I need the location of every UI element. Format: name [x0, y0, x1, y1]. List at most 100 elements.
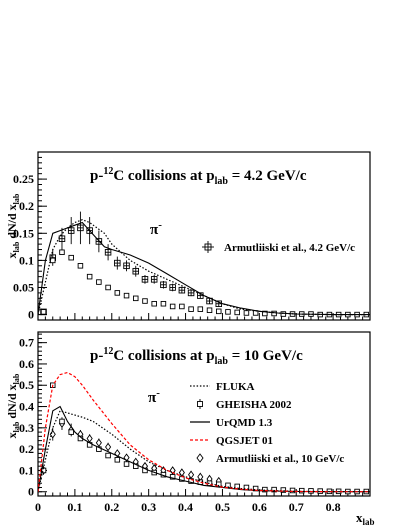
point-gheisha-2002	[133, 295, 139, 302]
x-tick-label: 0.3	[141, 500, 156, 514]
series-line-urqmd-1-3	[38, 221, 370, 316]
point-armutliiski-et-al-10-gev-c	[95, 438, 102, 448]
point-gheisha-2002	[96, 279, 102, 285]
point-gheisha-2002	[271, 486, 277, 493]
point-gheisha-2002	[160, 300, 167, 307]
y-tick-label: 0.05	[13, 280, 34, 294]
series-group	[38, 211, 370, 318]
legend-label: GHEISHA 2002	[216, 399, 292, 411]
bottom-panel: 0 0.1 0.2 0.3 0.4 0.5 0.6 0.7 0 0.1 0.2 0.3 0.4 0.5 0.…	[5, 331, 375, 527]
plot-frame	[37, 151, 371, 321]
x-tick-label: 0.5	[215, 500, 230, 514]
legend-label: Armutliiski et al., 4.2 GeV/c	[224, 242, 355, 254]
y-tick-label: 0.3	[19, 421, 34, 435]
y-tick-label: 0.1	[19, 463, 34, 477]
x-tick-label: 0.1	[67, 500, 82, 514]
point-gheisha-2002	[280, 311, 287, 317]
point-armutliiski-et-al-10-gev-c	[86, 434, 93, 443]
point-gheisha-2002	[77, 263, 84, 269]
y-tick-label: 0	[28, 308, 34, 322]
point-gheisha-2002	[169, 303, 176, 310]
point-gheisha-2002	[188, 478, 194, 484]
point-gheisha-2002	[179, 303, 185, 310]
point-gheisha-2002	[197, 306, 204, 312]
point-armutliiski-et-al-10-gev-c	[123, 453, 130, 462]
x-tick-label: 0.7	[289, 500, 304, 514]
point-gheisha-2002	[142, 298, 148, 304]
point-gheisha-2002	[280, 487, 287, 493]
point-gheisha-2002	[299, 487, 305, 494]
series-line-fluka	[38, 219, 370, 316]
legend-label: QGSJET 01	[216, 435, 273, 447]
x-tick-label: 0.4	[178, 500, 193, 514]
point-gheisha-2002	[123, 292, 130, 299]
y-tick-label: 0.25	[13, 172, 34, 186]
point-armutliiski-et-al-10-gev-c	[188, 470, 195, 479]
x-tick-label: 0.8	[326, 500, 341, 514]
x-tick-label: 0	[35, 500, 41, 514]
point-armutliiski-et-al-10-gev-c	[197, 472, 204, 482]
point-gheisha-2002	[216, 308, 222, 315]
point-gheisha-2002	[234, 309, 240, 316]
point-gheisha-2002	[206, 307, 213, 313]
legend-diamond-icon	[196, 453, 204, 463]
particle-label: π-	[148, 387, 160, 406]
point-gheisha-2002	[40, 309, 47, 315]
point-gheisha-2002	[50, 257, 56, 264]
point-gheisha-2002	[105, 452, 111, 459]
y-tick-label: 0.15	[13, 226, 34, 240]
y-tick-label: 0.7	[19, 336, 34, 350]
point-gheisha-2002	[169, 474, 176, 480]
x-tick-label: 0.6	[252, 500, 267, 514]
x-tick-label: 0.2	[104, 500, 119, 514]
point-gheisha-2002	[271, 310, 277, 317]
y-tick-label: 0.4	[19, 400, 34, 414]
point-armutliiski-et-al-10-gev-c	[105, 442, 112, 452]
top-panel: 0 0.05 0.1 0.15 0.2 0.25 xlab dN/d xlab p-12C c…	[5, 151, 371, 322]
point-gheisha-2002	[86, 273, 93, 280]
point-gheisha-2002	[59, 418, 65, 425]
legend-entry: QGSJET 01	[190, 435, 273, 447]
point-gheisha-2002	[243, 310, 250, 316]
legend-entry: Armutliiski et al., 10 GeV/c	[196, 453, 344, 465]
point-armutliiski-et-al-10-gev-c	[114, 449, 121, 458]
point-gheisha-2002	[151, 300, 157, 307]
point-gheisha-2002	[225, 309, 231, 315]
panel-title: p-12C collisions at plab = 10 GeV/c	[90, 346, 303, 367]
point-gheisha-2002	[262, 310, 268, 317]
y-tick-label: 0	[28, 485, 34, 499]
point-gheisha-2002	[123, 461, 130, 467]
series-line-fluka	[38, 410, 370, 493]
particle-label: π-	[150, 219, 162, 238]
x-axis-label: xlab	[356, 510, 375, 527]
legend-entry: GHEISHA 2002	[197, 399, 292, 411]
point-gheisha-2002	[114, 290, 121, 296]
y-tick-label: 0.2	[19, 442, 34, 456]
y-axis-label: xlab dN/d xlab	[5, 373, 21, 438]
point-gheisha-2002	[59, 249, 65, 256]
point-gheisha-2002	[114, 457, 121, 463]
point-gheisha-2002	[105, 284, 111, 291]
legend-square-icon	[197, 401, 203, 407]
y-tick-label: 0.5	[19, 378, 34, 392]
panel-title: p-12C collisions at plab = 4.2 GeV/c	[90, 166, 307, 187]
legend-label: UrQMD 1.3	[216, 417, 273, 429]
point-gheisha-2002	[188, 306, 194, 312]
y-tick-label: 0.1	[19, 253, 34, 267]
point-gheisha-2002	[96, 446, 102, 452]
legend-entry: FLUKA	[190, 381, 255, 393]
legend-label: Armutliiski et al., 10 GeV/c	[216, 453, 344, 465]
point-gheisha-2002	[68, 429, 74, 435]
legend-entry: UrQMD 1.3	[190, 417, 273, 429]
y-tick-label: 0.6	[19, 357, 34, 371]
y-axis-label: xlab dN/d xlab	[5, 193, 21, 258]
legend-entry: Armutliiski et al., 4.2 GeV/c	[202, 241, 355, 254]
point-gheisha-2002	[68, 254, 74, 261]
legend-label: FLUKA	[216, 381, 255, 393]
plot-frame	[37, 331, 371, 497]
point-gheisha-2002	[289, 487, 296, 494]
y-tick-label: 0.2	[19, 199, 34, 213]
series-line-qgsjet-01	[38, 371, 370, 493]
series-group	[38, 371, 370, 495]
